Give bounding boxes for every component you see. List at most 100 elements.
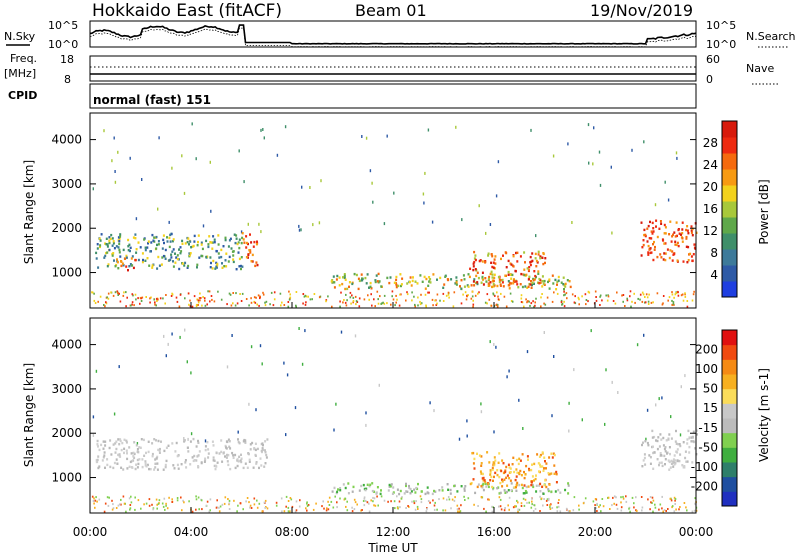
velocity-cell — [647, 444, 650, 447]
velocity-cell — [140, 507, 142, 510]
velocity-cell — [554, 490, 557, 493]
power-cell — [264, 301, 266, 304]
velocity-cell — [515, 458, 518, 462]
power-cell — [129, 263, 132, 266]
velocity-cell — [389, 485, 392, 488]
power-cell — [175, 296, 178, 299]
power-cell — [493, 258, 496, 261]
power-cell — [184, 242, 187, 245]
power-cell — [129, 156, 131, 160]
power-cell — [147, 242, 149, 245]
power-cell — [654, 245, 656, 249]
power-cell — [692, 253, 695, 256]
power-cell — [232, 250, 235, 253]
power-cell — [538, 282, 541, 285]
velocity-cell — [413, 500, 415, 503]
power-cell — [534, 252, 537, 256]
power-cell — [419, 300, 421, 303]
velocity-cell — [506, 484, 509, 487]
power-cell — [351, 282, 354, 286]
power-cell — [117, 236, 120, 239]
velocity-cell — [543, 498, 545, 500]
velocity-cell — [653, 451, 656, 454]
power-cell — [431, 298, 434, 301]
velocity-cell — [518, 483, 521, 487]
power-colorbar-segment — [722, 265, 737, 282]
velocity-cell — [433, 489, 435, 493]
power-cell — [114, 170, 116, 173]
velocity-cell — [250, 507, 253, 509]
velocity-cell — [476, 452, 478, 455]
velocity-cell — [145, 502, 148, 505]
velocity-cell — [206, 500, 209, 503]
power-cell — [143, 238, 146, 241]
power-cell — [144, 248, 147, 252]
power-cell — [209, 300, 211, 303]
velocity-cell — [530, 506, 533, 509]
power-cell — [535, 265, 538, 268]
velocity-cell — [157, 448, 160, 452]
velocity-colorbar-segment — [722, 388, 737, 404]
velocity-cell — [328, 496, 331, 499]
velocity-cell — [224, 455, 226, 458]
velocity-cell — [295, 500, 298, 503]
velocity-cell — [113, 461, 116, 465]
velocity-cell — [414, 508, 417, 511]
power-cell — [664, 242, 667, 245]
velocity-cell — [667, 459, 670, 462]
velocity-cell — [567, 482, 570, 485]
velocity-cell — [517, 462, 520, 466]
power-cell — [188, 243, 190, 246]
velocity-cell — [190, 432, 193, 436]
velocity-cell — [533, 504, 536, 507]
nave-label: Nave — [746, 62, 774, 75]
velocity-cell — [102, 440, 105, 443]
power-cell — [543, 279, 546, 283]
velocity-cell — [205, 504, 208, 507]
velocity-cell — [674, 459, 677, 462]
velocity-cell — [504, 491, 507, 494]
power-cell — [107, 292, 110, 295]
velocity-cell — [446, 483, 449, 486]
power-cell — [671, 250, 674, 253]
power-cell — [108, 241, 111, 245]
velocity-cell — [92, 415, 95, 419]
power-cell — [541, 280, 544, 283]
velocity-cell — [553, 453, 556, 457]
velocity-cell — [438, 489, 441, 492]
power-cell — [472, 262, 475, 265]
power-cell — [400, 283, 403, 286]
velocity-cell — [449, 492, 452, 495]
velocity-cell — [509, 479, 512, 482]
velocity-cell — [406, 490, 409, 493]
velocity-cell — [193, 454, 196, 458]
velocity-cell — [157, 502, 160, 505]
velocity-cell — [463, 487, 466, 490]
power-cell — [487, 252, 490, 255]
velocity-cell — [504, 470, 507, 474]
power-cell — [117, 246, 120, 249]
power-cell — [530, 286, 533, 289]
power-cell — [476, 281, 479, 284]
power-cell — [556, 280, 559, 284]
velocity-cell — [126, 457, 129, 461]
velocity-cell — [503, 509, 506, 512]
power-cell — [469, 267, 472, 270]
power-cell — [501, 281, 504, 284]
velocity-cell — [685, 506, 687, 509]
power-cell — [163, 241, 165, 245]
velocity-cell — [451, 498, 454, 501]
velocity-cell — [408, 486, 411, 490]
power-cell — [318, 221, 321, 225]
velocity-cell — [148, 498, 151, 501]
velocity-cell — [248, 458, 251, 461]
power-cell — [681, 232, 684, 235]
velocity-cell — [676, 459, 679, 463]
velocity-cell — [283, 510, 286, 513]
velocity-cell — [657, 436, 660, 439]
velocity-cell — [103, 454, 106, 457]
power-cell — [105, 237, 108, 240]
velocity-cell — [491, 505, 493, 508]
power-cell — [153, 236, 156, 239]
power-cell — [685, 235, 688, 239]
